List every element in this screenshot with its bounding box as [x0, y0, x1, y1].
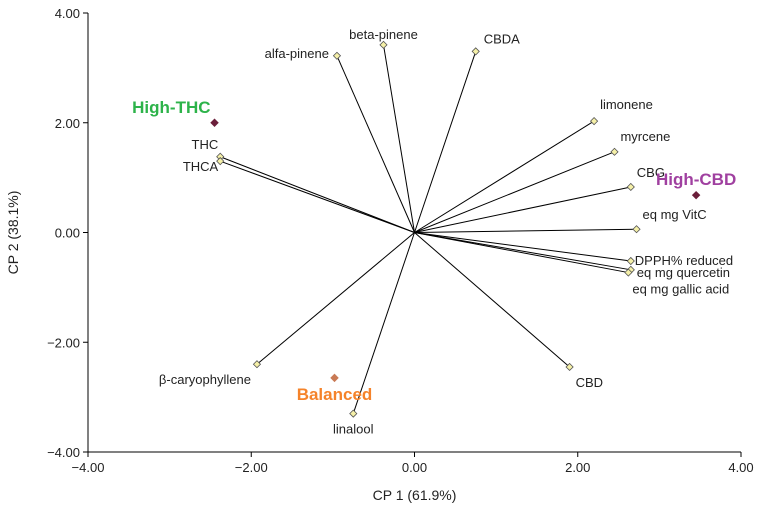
vector-line-cbda	[414, 51, 477, 233]
vector-point-beta-pinene	[379, 40, 388, 49]
vector-line-beta-pinene	[382, 44, 415, 233]
vector-point-myrcene	[610, 147, 619, 156]
y-tick-label: −2.00	[47, 335, 80, 350]
loading-vectors: beta-pinene alfa-pinene CBDA limonene myrcen…	[159, 27, 733, 437]
vector-point-alfa-pinene	[332, 51, 342, 60]
y-tick-label: 2.00	[55, 116, 80, 131]
x-axis-title: CP 1 (61.9%)	[373, 487, 457, 503]
vector-line-eq-mg-gallic-acid	[414, 232, 629, 274]
y-axis-title: CP 2 (38.1%)	[5, 191, 21, 275]
group-label-balanced: Balanced	[297, 385, 373, 404]
vector-line-myrcene	[414, 151, 615, 233]
vector-line-thc	[220, 156, 415, 233]
vector-point-linalool	[349, 409, 358, 418]
vector-point-thc	[216, 152, 225, 161]
vector-line-eq-mg-vitc	[414, 228, 637, 233]
vector-label-limonene: limonene	[600, 97, 653, 112]
vector-label-linalool: linalool	[333, 422, 374, 437]
vector-line-dpph-reduced	[414, 232, 631, 262]
vector-label-eq-mg-quercetin: eq mg quercetin	[637, 265, 730, 280]
vector-line-cbd	[414, 232, 570, 368]
y-tick-label: −4.00	[47, 445, 80, 460]
x-tick-label: 2.00	[565, 460, 590, 475]
x-tick-label: 0.00	[402, 460, 427, 475]
vector-point-cbg	[626, 182, 635, 192]
vector-point-limonene	[589, 117, 599, 126]
vector-label-cbd: CBD	[576, 375, 603, 390]
vector-line-alfa-pinene	[336, 55, 415, 233]
vector-label-eq-mg-gallic-acid: eq mg gallic acid	[632, 282, 729, 297]
vector-label-myrcene: myrcene	[620, 129, 670, 144]
x-tick-label: 4.00	[728, 460, 753, 475]
vector-label-thc: THC	[192, 137, 219, 152]
vector-line-eq-mg-quercetin	[414, 232, 631, 271]
group-markers: High-THC High-CBD Balanced	[132, 98, 736, 404]
axes: −4.00 −2.00 0.00 2.00 4.00 4.00 2.00 0.00 −2.00 −…	[47, 6, 754, 475]
vector-label-alfa-pinene: alfa-pinene	[265, 46, 329, 61]
vector-point-cbda	[471, 47, 480, 56]
vector-label-beta-pinene: beta-pinene	[349, 27, 418, 42]
vector-point-eq-mg-vitc	[632, 225, 641, 234]
vector-point-dpph-reduced	[626, 256, 635, 266]
vector-line-thca	[220, 160, 415, 233]
group-point-high-thc	[210, 118, 219, 127]
y-tick-label: 0.00	[55, 226, 80, 241]
vector-line-linalool	[352, 232, 415, 414]
vector-label-eq-mg-vitc: eq mg VitC	[643, 207, 707, 222]
x-tick-label: −2.00	[235, 460, 268, 475]
vector-label-thca: THCA	[183, 159, 219, 174]
vector-point-eq-mg-gallic-acid	[624, 268, 633, 277]
vector-label-cbda: CBDA	[484, 31, 520, 46]
vector-label-cbg: CBG	[637, 165, 665, 180]
group-point-high-cbd	[691, 190, 701, 200]
vector-point-cbd	[565, 362, 574, 372]
vector-line-cbg	[414, 186, 631, 233]
group-point-balanced	[330, 373, 339, 383]
x-tick-label: −4.00	[72, 460, 105, 475]
group-label-high-thc: High-THC	[132, 98, 210, 117]
vector-line-caryophyllene	[256, 232, 415, 365]
vector-point-thca	[216, 157, 225, 166]
y-tick-label: 4.00	[55, 6, 80, 21]
vector-label-dpph-reduced: DPPH% reduced	[635, 253, 733, 268]
vector-line-limonene	[414, 120, 595, 233]
vector-point-caryophyllene	[252, 360, 262, 369]
vector-label-caryophyllene: β-caryophyllene	[159, 372, 251, 387]
group-label-high-cbd: High-CBD	[656, 170, 736, 189]
